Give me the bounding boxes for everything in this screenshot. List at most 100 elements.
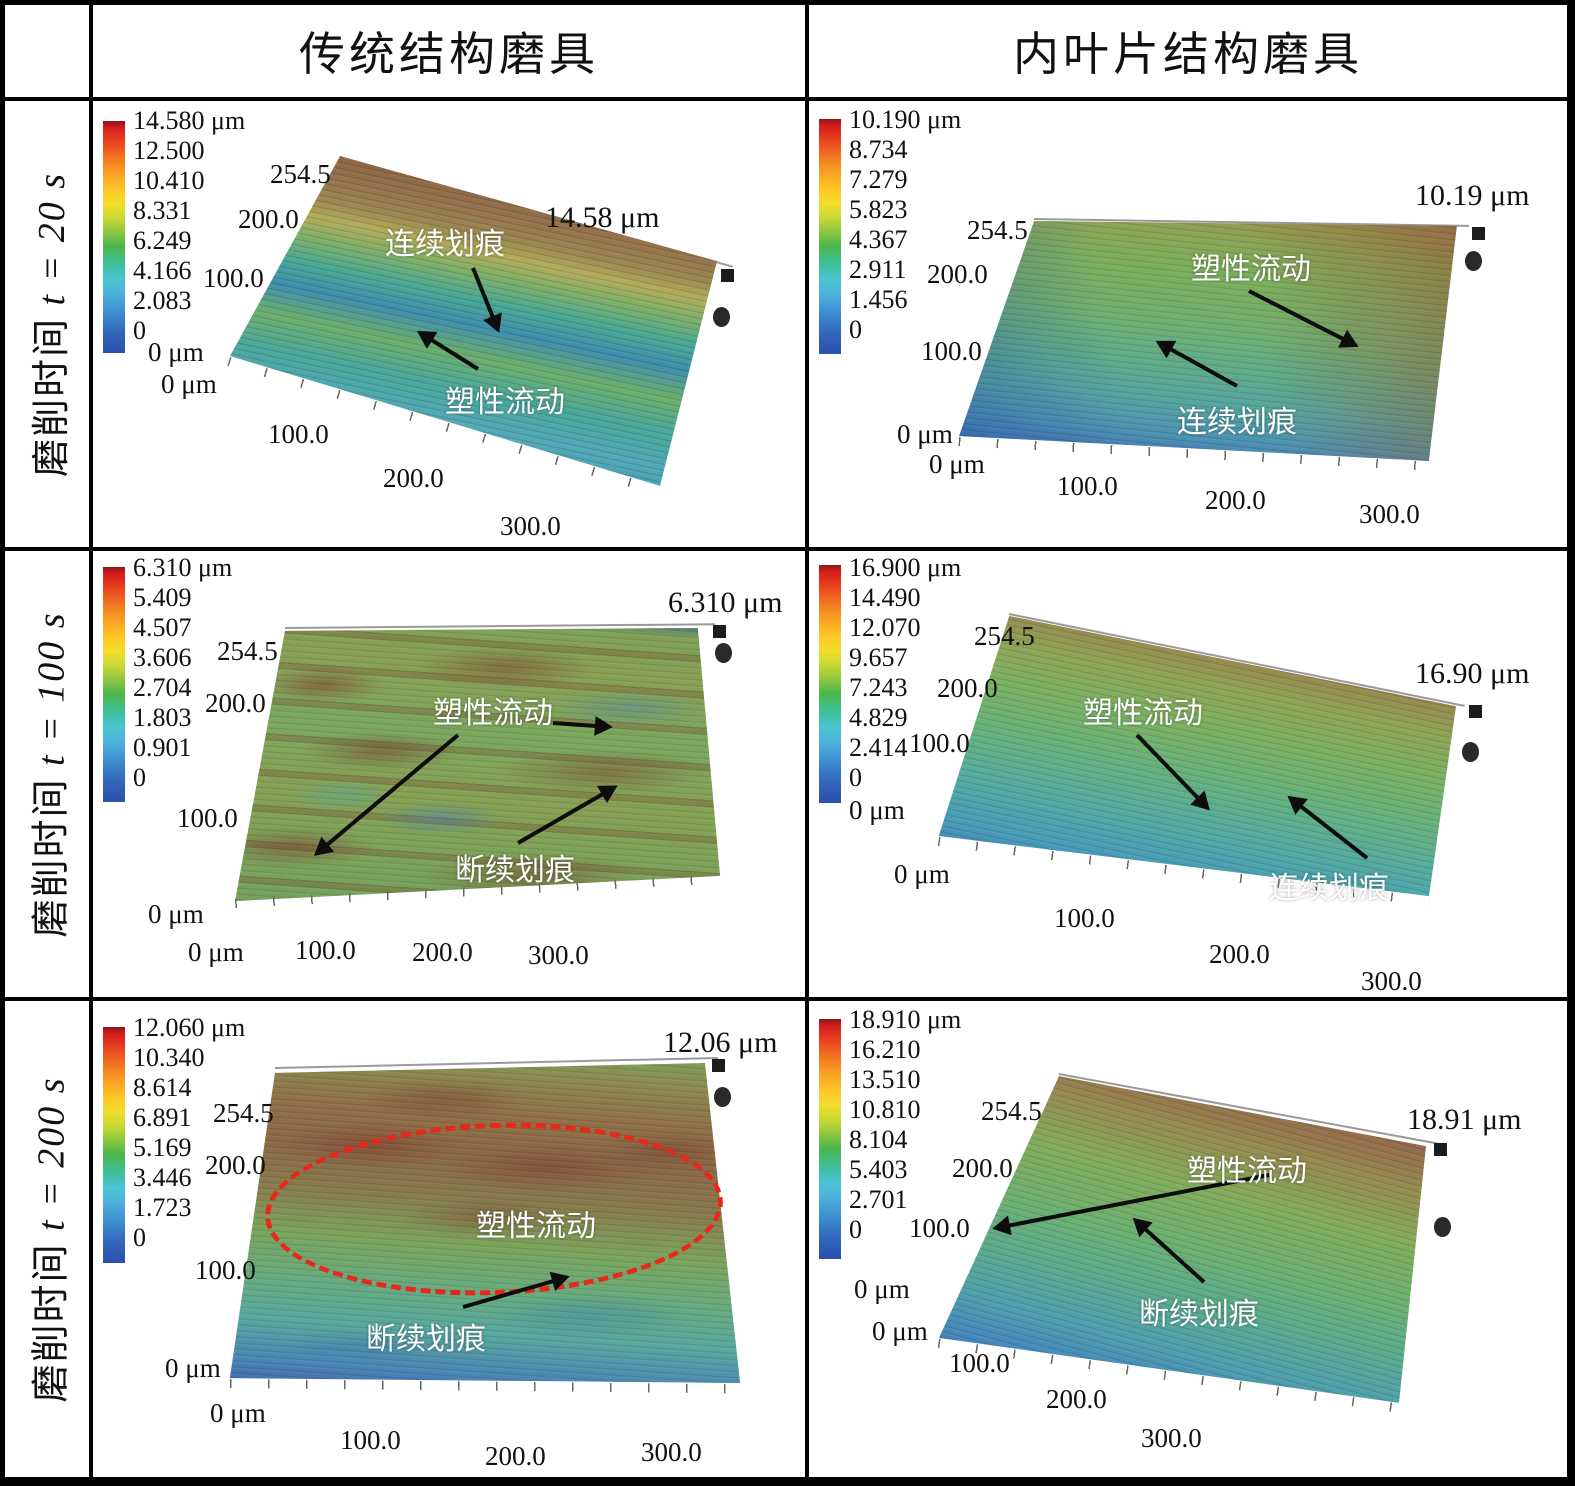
colorbar <box>103 1027 125 1263</box>
axis-marker-square-icon <box>1469 705 1482 718</box>
colorbar-tick: 6.310 μm <box>133 553 233 582</box>
annotation-plastic-flow: 塑性流动 <box>476 1210 596 1243</box>
colorbar-tick: 14.580 μm <box>133 106 246 135</box>
colorbar-tick: 2.704 <box>133 673 192 702</box>
annotation-plastic-flow: 塑性流动 <box>1187 1155 1307 1188</box>
y-axis-tick: 0 μm <box>165 1353 221 1383</box>
x-axis-tick: 200.0 <box>1209 939 1270 969</box>
colorbar-tick: 4.166 <box>133 256 192 285</box>
annotation-continuous-scratch: 连续划痕 <box>1177 406 1297 439</box>
column-header-label: 内叶片结构磨具 <box>1013 29 1363 80</box>
axis-marker-circle-icon <box>714 1087 731 1107</box>
colorbar-tick-labels: 18.910 μm 16.210 13.510 10.810 8.104 5.4… <box>849 1005 961 1245</box>
colorbar-tick: 8.614 <box>133 1073 192 1102</box>
y-axis-tick: 200.0 <box>205 688 266 718</box>
axis-marker-circle-icon <box>713 307 730 327</box>
colorbar-tick: 7.243 <box>849 673 908 702</box>
x-axis-tick: 100.0 <box>949 1348 1010 1378</box>
row-label-t20: 磨削时间 t = 20 s <box>5 101 89 547</box>
y-axis-tick: 200.0 <box>937 673 998 703</box>
y-axis-tick: 254.5 <box>217 636 278 666</box>
x-axis-tick: 300.0 <box>528 940 589 970</box>
x-axis-tick: 0 μm <box>872 1316 928 1346</box>
y-axis-tick: 100.0 <box>195 1255 256 1285</box>
y-axis-tick: 254.5 <box>270 159 331 189</box>
colorbar-tick-labels: 12.060 μm 10.340 8.614 6.891 5.169 3.446… <box>133 1013 245 1253</box>
y-axis-tick: 0 μm <box>897 419 953 449</box>
colorbar-tick: 12.500 <box>133 136 205 165</box>
axis-marker-circle-icon <box>1462 742 1479 762</box>
colorbar-tick: 2.083 <box>133 286 192 315</box>
colorbar-tick: 10.410 <box>133 166 205 195</box>
y-axis-tick: 254.5 <box>967 215 1028 245</box>
x-axis-tick: 0 μm <box>210 1398 266 1428</box>
peak-value-label: 6.310 μm <box>668 586 783 619</box>
y-axis-tick: 0 μm <box>148 337 204 367</box>
panel-t100-traditional: 6.310 μm 5.409 4.507 3.606 2.704 1.803 0… <box>93 551 805 997</box>
colorbar <box>819 565 841 803</box>
colorbar-tick: 13.510 <box>849 1065 921 1094</box>
column-header-label: 传统结构磨具 <box>299 29 599 80</box>
annotation-continuous-scratch: 连续划痕 <box>1269 872 1389 905</box>
x-axis-tick: 300.0 <box>1141 1423 1202 1453</box>
x-axis-tick: 100.0 <box>340 1425 401 1455</box>
x-axis-tick: 0 μm <box>929 449 985 479</box>
y-axis-tick: 254.5 <box>974 621 1035 651</box>
y-axis-tick: 0 μm <box>854 1274 910 1304</box>
box-frame-line <box>285 623 716 629</box>
annotation-intermittent-scratch: 断续划痕 <box>366 1323 486 1356</box>
y-axis-tick: 200.0 <box>238 204 299 234</box>
row-label-text: 磨削时间 t = 100 s <box>30 610 73 938</box>
axis-marker-square-icon <box>721 269 734 282</box>
panel-t20-traditional: 14.580 μm 12.500 10.410 8.331 6.249 4.16… <box>93 101 805 547</box>
panel-t20-inner-blade: 10.190 μm 8.734 7.279 5.823 4.367 2.911 … <box>809 101 1567 547</box>
annotation-plastic-flow: 塑性流动 <box>1083 697 1203 730</box>
x-axis-tick: 0 μm <box>188 937 244 967</box>
surface-3d <box>229 1062 741 1384</box>
y-axis-tick: 200.0 <box>952 1153 1013 1183</box>
axis-marker-circle-icon <box>1465 251 1482 271</box>
colorbar-tick: 14.490 <box>849 583 921 612</box>
colorbar-tick: 5.409 <box>133 583 192 612</box>
peak-value-label: 12.06 μm <box>663 1026 778 1059</box>
colorbar-tick: 3.606 <box>133 643 192 672</box>
colorbar-tick: 8.104 <box>849 1125 908 1154</box>
panel-t200-inner-blade: 18.910 μm 16.210 13.510 10.810 8.104 5.4… <box>809 1001 1567 1477</box>
annotation-plastic-flow: 塑性流动 <box>1191 253 1311 286</box>
row-label-text: 磨削时间 t = 20 s <box>30 171 73 477</box>
colorbar-tick: 2.701 <box>849 1185 908 1214</box>
y-axis-tick: 100.0 <box>909 728 970 758</box>
column-header-traditional: 传统结构磨具 <box>93 5 805 97</box>
colorbar-tick: 12.070 <box>849 613 921 642</box>
x-axis-tick: 200.0 <box>1046 1384 1107 1414</box>
colorbar-tick: 5.823 <box>849 195 908 224</box>
colorbar-tick-labels: 6.310 μm 5.409 4.507 3.606 2.704 1.803 0… <box>133 553 232 793</box>
colorbar <box>103 567 125 802</box>
colorbar-tick: 0 <box>133 763 146 792</box>
y-axis-tick: 100.0 <box>177 803 238 833</box>
annotation-plastic-flow: 塑性流动 <box>433 697 553 730</box>
y-axis-tick: 100.0 <box>909 1213 970 1243</box>
x-axis-tick: 300.0 <box>641 1437 702 1467</box>
y-axis-tick: 254.5 <box>981 1096 1042 1126</box>
surface-3d <box>959 221 1457 461</box>
x-axis-tick: 200.0 <box>1205 485 1266 515</box>
colorbar-tick: 1.803 <box>133 703 192 732</box>
colorbar <box>819 119 841 354</box>
row-label-t100: 磨削时间 t = 100 s <box>5 551 89 997</box>
column-header-inner-blade: 内叶片结构磨具 <box>809 5 1567 97</box>
colorbar-tick-labels: 10.190 μm 8.734 7.279 5.823 4.367 2.911 … <box>849 105 961 345</box>
x-axis-tick: 0 μm <box>894 859 950 889</box>
colorbar-tick: 10.810 <box>849 1095 921 1124</box>
axis-marker-square-icon <box>1434 1143 1447 1156</box>
colorbar-tick: 0 <box>849 315 862 344</box>
peak-value-label: 14.58 μm <box>545 201 660 234</box>
y-axis-tick: 200.0 <box>927 259 988 289</box>
axis-marker-square-icon <box>712 1059 725 1072</box>
x-axis-tick: 200.0 <box>383 463 444 493</box>
axis-marker-square-icon <box>713 625 726 638</box>
colorbar-tick: 5.403 <box>849 1155 908 1184</box>
colorbar-tick: 0.901 <box>133 733 192 762</box>
colorbar-tick: 2.414 <box>849 733 908 762</box>
x-axis-tick: 300.0 <box>1359 499 1420 529</box>
